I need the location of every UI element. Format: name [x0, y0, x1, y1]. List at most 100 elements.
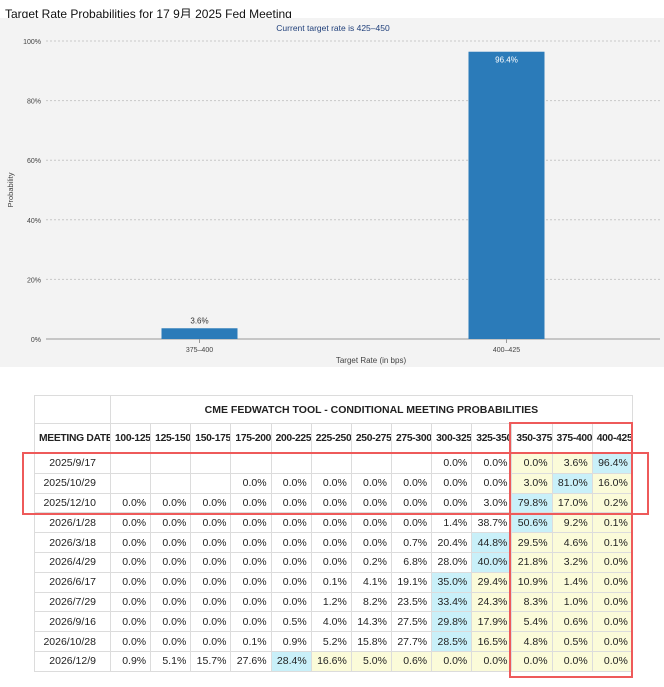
- probability-cell: 0.0%: [310, 472, 352, 494]
- table-row: 2026/9/16 0.0% 0.0% 0.0% 0.0% 0.5% 4.0% 14.3% 27…: [34, 611, 633, 633]
- probability-cell: 0.0%: [150, 591, 192, 613]
- probability-cell: 4.0%: [310, 611, 352, 633]
- probability-cell: 0.1%: [591, 512, 633, 534]
- probability-cell: [270, 453, 312, 474]
- rate-column-header: 175-200: [230, 423, 272, 454]
- probability-cell: 1.2%: [310, 591, 352, 613]
- table-row: 2026/7/29 0.0% 0.0% 0.0% 0.0% 0.0% 1.2% 8.2% 23.…: [34, 591, 633, 613]
- probability-cell: 4.1%: [350, 571, 392, 593]
- probability-cell: 9.2%: [551, 512, 593, 534]
- probability-cell: 0.0%: [310, 512, 352, 534]
- probability-cell: 23.5%: [390, 591, 433, 613]
- y-tick-label: 80%: [27, 99, 41, 106]
- probability-cell: 0.6%: [551, 611, 593, 633]
- probability-cell: 0.0%: [230, 551, 272, 573]
- chart-svg: 0% 20% 40% 60% 80% 100% 3.6% 375–400 96.4% 400–42…: [6, 23, 660, 365]
- meeting-date-cell: 2026/12/9: [34, 650, 111, 672]
- x-tick-label: 400–425: [493, 347, 520, 354]
- probability-cell: 0.0%: [109, 571, 152, 593]
- rate-column-header: 125-150: [150, 423, 192, 454]
- meeting-date-cell: 2025/12/10: [34, 492, 111, 514]
- probability-bar-chart: 0% 20% 40% 60% 80% 100% 3.6% 375–400 96.4% 400–42…: [0, 18, 664, 367]
- probability-cell: 17.9%: [471, 611, 513, 633]
- y-tick-label: 0%: [31, 337, 41, 344]
- probability-cell: 0.0%: [591, 551, 633, 573]
- probability-cell: 0.1%: [230, 631, 272, 652]
- probability-cell: 16.6%: [310, 650, 352, 672]
- probability-cell: 0.0%: [230, 532, 272, 553]
- table-row: 2026/12/9 0.9% 5.1% 15.7% 27.6% 28.4% 16.6% 5.0…: [34, 650, 633, 672]
- probability-cell: 0.0%: [270, 492, 312, 514]
- probability-cell: 0.0%: [310, 532, 352, 553]
- probability-cell: 0.6%: [390, 650, 433, 672]
- probability-cell: 0.0%: [591, 591, 633, 613]
- probability-cell: 0.1%: [591, 532, 633, 553]
- probability-cell: 14.3%: [350, 611, 392, 633]
- probability-cell: 0.0%: [431, 472, 473, 494]
- chart-subtitle: Current target rate is 425–450: [276, 23, 390, 33]
- table-row: 2026/10/28 0.0% 0.0% 0.0% 0.1% 0.9% 5.2% 15.8% 2…: [34, 631, 633, 652]
- y-axis-label: Probability: [6, 172, 15, 207]
- probability-cell: 28.4%: [270, 650, 312, 672]
- probability-cell: [109, 453, 152, 474]
- probability-cell: 5.1%: [150, 650, 192, 672]
- probability-cell: 21.8%: [511, 551, 553, 573]
- probability-cell: 0.0%: [551, 650, 593, 672]
- probability-cell: 0.0%: [230, 472, 272, 494]
- meeting-date-cell: 2026/10/28: [34, 631, 111, 652]
- probability-cell: 19.1%: [390, 571, 433, 593]
- probability-cell: 0.9%: [109, 650, 152, 672]
- table-row: 2026/6/17 0.0% 0.0% 0.0% 0.0% 0.0% 0.1% 4.1% 19.…: [34, 571, 633, 593]
- probability-cell: 0.0%: [230, 611, 272, 633]
- probability-cell: 0.0%: [270, 512, 312, 534]
- probability-cell: 40.0%: [471, 551, 513, 573]
- probability-cell: 0.0%: [109, 591, 152, 613]
- probability-cell: 0.0%: [350, 492, 392, 514]
- probability-cell: 0.5%: [270, 611, 312, 633]
- probability-cell: 0.0%: [150, 611, 192, 633]
- meeting-date-cell: 2026/4/29: [34, 551, 111, 573]
- probability-cell: 0.0%: [109, 492, 152, 514]
- meeting-date-cell: 2026/7/29: [34, 591, 111, 613]
- table-row: 2025/12/10 0.0% 0.0% 0.0% 0.0% 0.0% 0.0% 0.0% 0.…: [34, 492, 633, 514]
- probability-cell: 0.0%: [150, 492, 192, 514]
- probability-cell: 0.2%: [591, 492, 633, 514]
- rate-column-header: 225-250: [310, 423, 352, 454]
- probability-cell: 5.2%: [310, 631, 352, 652]
- probability-cell: 0.0%: [431, 492, 473, 514]
- probability-cell: [190, 472, 232, 494]
- page-title: Target Rate Probabilities for 17 9月 2025…: [5, 7, 292, 21]
- probability-cell: 0.0%: [431, 650, 473, 672]
- probability-cell: 33.4%: [431, 591, 473, 613]
- probability-cell: 15.7%: [190, 650, 232, 672]
- rate-column-header: 200-225: [270, 423, 312, 454]
- probability-cell: 79.8%: [511, 492, 553, 514]
- table-banner: CME FEDWATCH TOOL - CONDITIONAL MEETING …: [110, 395, 633, 424]
- probability-cell: 0.0%: [270, 591, 312, 613]
- probability-cell: 44.8%: [471, 532, 513, 553]
- probability-cell: 16.5%: [471, 631, 513, 652]
- fedwatch-table-container: CME FEDWATCH TOOL - CONDITIONAL MEETING …: [34, 395, 633, 672]
- probability-cell: 0.0%: [471, 650, 513, 672]
- table-row: 2025/10/29 0.0% 0.0% 0.0% 0.0% 0.0% 0.0% 0.0% 3.…: [34, 472, 633, 494]
- probability-cell: 29.8%: [431, 611, 473, 633]
- bar-400-425: [468, 51, 545, 340]
- probability-cell: 24.3%: [471, 591, 513, 613]
- probability-cell: 0.0%: [431, 453, 473, 474]
- probability-cell: 0.9%: [270, 631, 312, 652]
- probability-cell: 0.0%: [390, 472, 433, 494]
- probability-cell: 27.6%: [230, 650, 272, 672]
- probability-cell: 0.0%: [350, 472, 392, 494]
- probability-cell: 15.8%: [350, 631, 392, 652]
- y-tick-label: 40%: [27, 218, 41, 225]
- probability-cell: 0.0%: [591, 571, 633, 593]
- probability-cell: [150, 472, 192, 494]
- probability-cell: 0.7%: [390, 532, 433, 553]
- probability-cell: 0.0%: [190, 532, 232, 553]
- probability-cell: 0.0%: [511, 453, 553, 474]
- probability-cell: 0.0%: [190, 591, 232, 613]
- probability-cell: [310, 453, 352, 474]
- bar-data-label: 96.4%: [495, 56, 518, 65]
- bar-375-400: [161, 328, 238, 339]
- probability-cell: [350, 453, 392, 474]
